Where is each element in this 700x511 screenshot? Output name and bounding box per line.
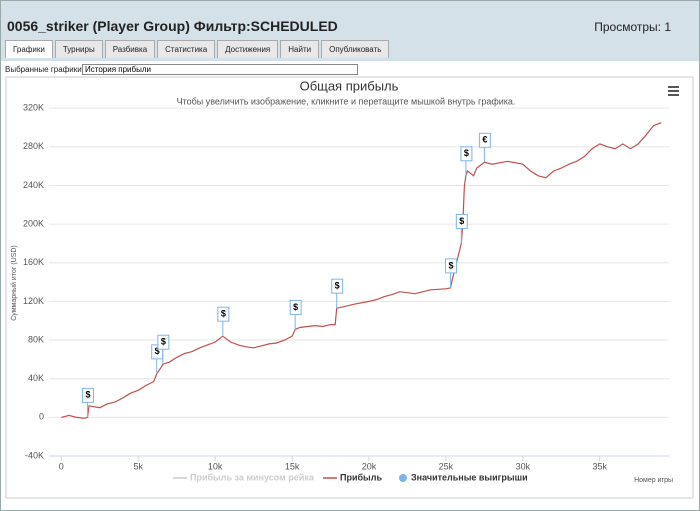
flag-label: $ (161, 337, 166, 347)
x-tick-label: 0 (59, 461, 64, 471)
legend-label[interactable]: Прибыль (340, 472, 382, 482)
flag-box (157, 334, 170, 350)
flag-box (81, 387, 94, 403)
tab[interactable]: Разбивка (104, 40, 156, 58)
legend-label[interactable]: Значительные выигрыши (411, 472, 528, 482)
x-tick-label: 10k (208, 461, 223, 471)
flag-label: $ (335, 281, 340, 291)
x-axis-title: Номер игры (634, 477, 673, 484)
flag-box (289, 299, 302, 315)
flag: $ (445, 258, 458, 288)
flag-label: $ (293, 302, 298, 312)
flag: € (478, 132, 491, 163)
flag-box (445, 258, 458, 274)
flag: $ (455, 213, 468, 244)
x-tick-label: 20k (362, 461, 377, 471)
tab[interactable]: Опубликовать (321, 40, 390, 58)
tab[interactable]: Найти (280, 40, 320, 58)
y-tick-label: 0 (39, 412, 44, 422)
flag-label: € (482, 135, 487, 145)
y-tick-label: 80K (28, 334, 44, 344)
x-tick-label: 5k (133, 461, 143, 471)
y-axis-title: Суммарный итог (USD) (10, 245, 18, 321)
flag: $ (157, 334, 170, 365)
flag: $ (81, 387, 94, 418)
y-tick-label: 240K (23, 180, 44, 190)
tab[interactable]: Графики (5, 40, 53, 58)
x-tick-label: 25k (439, 461, 454, 471)
flag-label: $ (459, 216, 464, 226)
y-tick-label: 280K (23, 141, 44, 151)
x-tick-label: 15k (285, 461, 300, 471)
flag-box (460, 146, 473, 162)
flag-label: $ (464, 148, 469, 158)
views-count: Просмотры: 1 (594, 20, 671, 34)
selector[interactable]: История прибыли (82, 64, 358, 75)
selector-label: Выбранные графики: (5, 65, 84, 74)
x-tick-label: 30k (516, 461, 531, 471)
flag-box (478, 132, 491, 148)
profit-line (61, 122, 662, 419)
tab[interactable]: Статистика (157, 40, 216, 58)
y-tick-label: 40K (28, 373, 44, 383)
flag-label: $ (449, 260, 454, 270)
y-tick-label: -40K (25, 450, 44, 460)
header: 0056_striker (Player Group) Фильтр:SCHED… (1, 1, 699, 61)
flag-label: $ (85, 390, 90, 400)
flag-box (331, 278, 344, 294)
x-tick-label: 35k (593, 461, 608, 471)
flag-box (217, 306, 230, 322)
tab[interactable]: Турниры (54, 40, 103, 58)
flag-label: $ (221, 309, 226, 319)
header-title: 0056_striker (Player Group) Фильтр:SCHED… (7, 18, 338, 34)
tabs: Графики Турниры Разбивка Статистика Достижен… (5, 40, 390, 58)
flag-label: $ (155, 346, 160, 356)
y-tick-label: 120K (23, 296, 44, 306)
legend-label[interactable]: Прибыль за минусом рейка (190, 472, 315, 482)
tab[interactable]: Достижения (217, 40, 279, 58)
menu-icon[interactable] (668, 86, 679, 96)
flag: $ (289, 299, 302, 330)
y-tick-label: 160K (23, 257, 44, 267)
flag: $ (460, 146, 473, 176)
chart-panel (5, 76, 694, 499)
flag: $ (331, 278, 344, 309)
chart-subtitle: Чтобы увеличить изображение, кликните и … (177, 96, 516, 106)
chart-title: Общая прибыль (300, 78, 399, 93)
y-tick-label: 200K (23, 218, 44, 228)
legend-symbol (399, 474, 407, 482)
flag-box (455, 213, 468, 229)
flag: $ (217, 306, 230, 337)
y-tick-label: 320K (23, 103, 44, 113)
